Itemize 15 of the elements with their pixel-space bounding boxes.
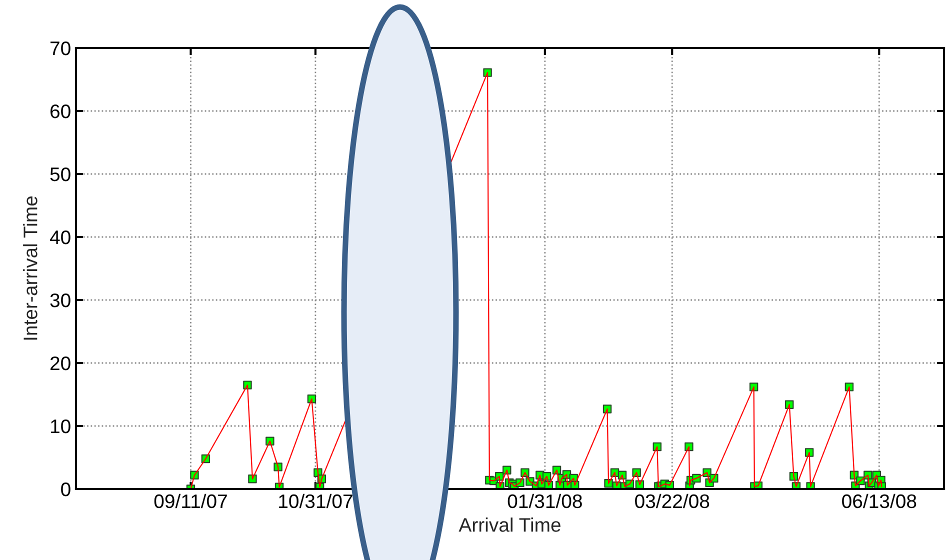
- y-tick-label: 10: [50, 419, 70, 434]
- y-tick-label: 20: [50, 356, 70, 370]
- y-axis-title: Inter-arrival Time: [23, 196, 38, 340]
- y-tick-label: 50: [50, 167, 70, 182]
- x-tick-label: 06/13/08: [842, 494, 916, 508]
- x-tick-label: 09/11/07: [154, 494, 227, 508]
- y-tick-label: 70: [50, 41, 70, 56]
- y-tick-label: 0: [61, 482, 70, 496]
- x-tick-label: 01/31/08: [508, 494, 582, 508]
- y-tick-label: 40: [50, 230, 70, 244]
- x-axis-title: Arrival Time: [458, 518, 560, 532]
- y-tick-label: 30: [50, 293, 70, 308]
- x-tick-label: 03/22/08: [635, 494, 710, 508]
- x-tick-label: 10/31/07: [279, 494, 352, 508]
- y-tick-label: 60: [50, 104, 70, 118]
